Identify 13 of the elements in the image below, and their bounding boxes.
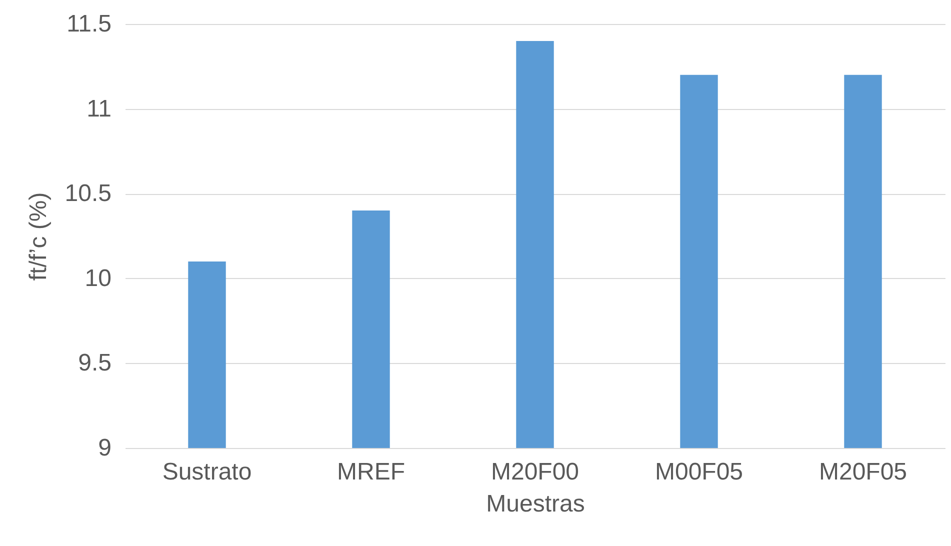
x-tick-label: Sustrato: [162, 458, 252, 486]
x-axis-title: Muestras: [486, 490, 585, 518]
y-tick-label: 9: [98, 434, 112, 462]
y-tick-label: 10: [84, 264, 112, 292]
y-tick-label: 11.5: [66, 10, 112, 38]
y-tick-label: 9.5: [78, 350, 112, 377]
x-tick-label: M20F00: [490, 458, 580, 486]
x-tick-label: MREF: [337, 458, 405, 486]
x-tick-label: M00F05: [654, 458, 744, 486]
y-tick-label: 10.5: [64, 180, 112, 208]
y-axis-title: ft/f’c (%): [24, 192, 52, 281]
y-tick-label: 11: [86, 95, 112, 122]
x-tick-label: M20F05: [818, 458, 908, 486]
